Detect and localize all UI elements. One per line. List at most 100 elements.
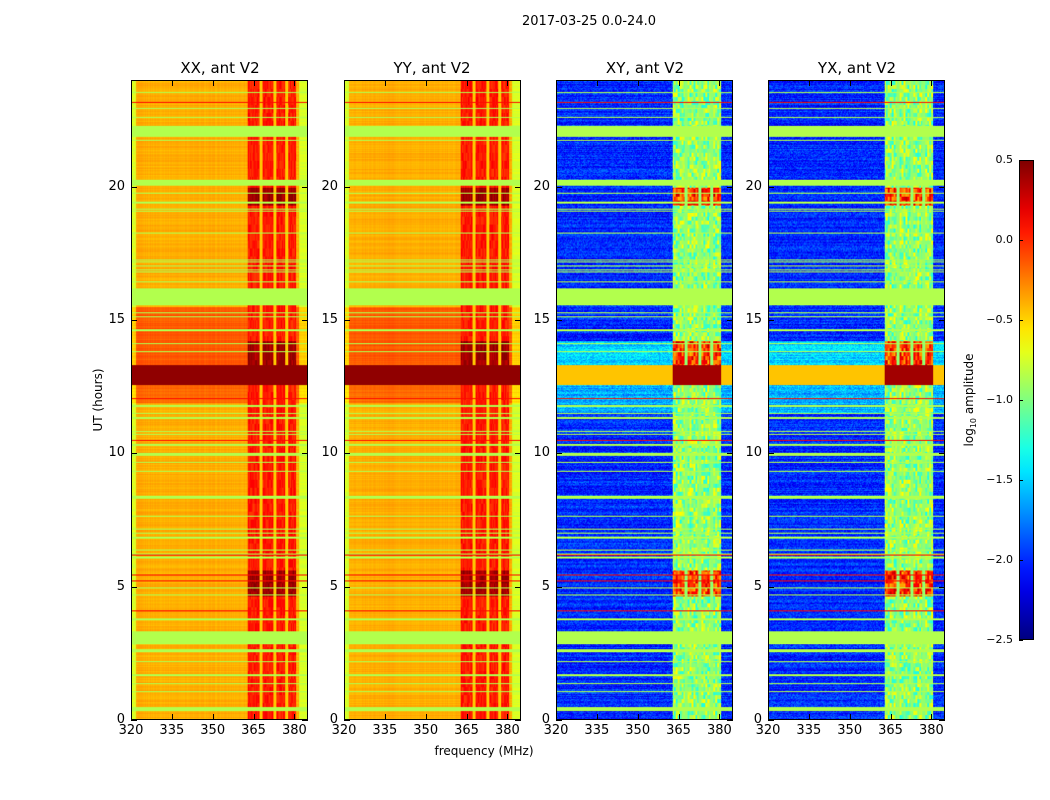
x-tick-mark (808, 80, 810, 86)
x-tick-label: 350 (413, 723, 439, 738)
heatmap-yx (769, 81, 944, 719)
x-tick-mark (344, 80, 345, 86)
y-axis-label: UT (hours) (91, 368, 105, 432)
x-tick-label: 365 (454, 723, 479, 738)
figure-title: 2017-03-25 0.0-24.0 (522, 14, 656, 29)
y-tick-mark (556, 320, 562, 321)
colorbar-tick-label: −1.0 (986, 393, 1013, 406)
heatmap-panel-yx (768, 80, 945, 720)
x-tick-label: 320 (755, 723, 781, 738)
x-tick-mark (556, 80, 557, 86)
y-tick-label: 0 (541, 712, 550, 727)
y-tick-label: 15 (745, 312, 762, 327)
y-tick-mark (302, 453, 308, 455)
colorbar-tick-mark (1019, 320, 1023, 321)
x-tick-label: 335 (796, 723, 822, 738)
x-tick-mark (637, 714, 639, 720)
x-tick-label: 365 (666, 723, 691, 738)
y-tick-mark (768, 320, 774, 321)
y-tick-label: 10 (321, 445, 338, 461)
y-tick-mark (515, 320, 521, 321)
y-tick-label: 0 (329, 712, 338, 727)
y-tick-label: 20 (108, 178, 125, 194)
heatmap-panel-xx (131, 80, 308, 720)
y-tick-mark (727, 720, 733, 721)
colorbar-tick-label: −2.5 (986, 633, 1013, 646)
y-tick-label: 20 (321, 178, 338, 194)
panel-title-yx: YX, ant V2 (817, 59, 897, 77)
x-tick-mark (637, 80, 639, 86)
y-tick-mark (131, 320, 137, 321)
x-tick-label: 380 (494, 723, 520, 738)
colorbar-tick-label: −1.5 (986, 473, 1013, 486)
y-tick-label: 10 (745, 445, 762, 461)
y-tick-mark (515, 720, 521, 721)
x-tick-mark (466, 714, 468, 720)
y-tick-label: 5 (541, 578, 550, 594)
heatmap-xy (557, 81, 732, 719)
y-tick-mark (131, 186, 137, 188)
x-tick-mark (849, 80, 851, 86)
y-tick-mark (727, 320, 733, 321)
x-tick-mark (556, 714, 557, 720)
y-tick-label: 10 (533, 445, 550, 461)
y-tick-label: 0 (753, 712, 762, 727)
x-tick-label: 335 (584, 723, 610, 738)
colorbar-tick-mark (1019, 240, 1023, 241)
x-tick-mark (171, 80, 173, 86)
y-tick-mark (939, 186, 945, 188)
y-tick-mark (131, 453, 137, 455)
x-tick-mark (596, 80, 598, 86)
x-tick-mark (425, 714, 427, 720)
x-tick-mark (719, 714, 721, 720)
colorbar-tick-mark (1019, 160, 1023, 161)
y-tick-mark (727, 186, 733, 188)
y-tick-mark (344, 320, 350, 321)
y-tick-mark (302, 320, 308, 321)
y-tick-mark (302, 720, 308, 721)
y-tick-mark (131, 586, 137, 588)
y-tick-mark (768, 453, 774, 455)
y-tick-mark (727, 453, 733, 455)
y-tick-label: 20 (533, 178, 550, 194)
y-tick-label: 15 (108, 312, 125, 327)
x-tick-label: 365 (241, 723, 266, 738)
y-tick-mark (556, 586, 562, 588)
colorbar-tick-label: −0.5 (986, 313, 1013, 326)
x-tick-mark (719, 80, 721, 86)
y-tick-label: 5 (329, 578, 338, 594)
x-tick-mark (294, 714, 296, 720)
x-tick-label: 320 (543, 723, 569, 738)
colorbar-tick-label: 0.5 (995, 153, 1014, 166)
colorbar-label-log: log (961, 428, 976, 447)
colorbar-tick-mark (1019, 560, 1023, 561)
y-tick-mark (939, 720, 945, 721)
x-tick-mark (294, 80, 296, 86)
x-tick-label: 335 (372, 723, 398, 738)
x-tick-label: 335 (159, 723, 185, 738)
y-tick-label: 15 (533, 312, 550, 327)
x-tick-label: 350 (625, 723, 651, 738)
y-tick-label: 5 (116, 578, 125, 594)
colorbar-label-rest: amplitude (961, 353, 976, 418)
y-tick-mark (131, 720, 137, 721)
x-tick-mark (384, 714, 386, 720)
heatmap-yy (345, 81, 520, 719)
y-tick-mark (939, 453, 945, 455)
y-tick-mark (344, 453, 350, 455)
x-tick-mark (849, 714, 851, 720)
y-tick-mark (556, 186, 562, 188)
x-tick-label: 365 (878, 723, 903, 738)
x-tick-mark (384, 80, 386, 86)
y-tick-mark (556, 453, 562, 455)
heatmap-xx (132, 81, 307, 719)
x-tick-mark (678, 714, 680, 720)
x-tick-mark (212, 80, 214, 86)
x-tick-label: 380 (918, 723, 944, 738)
x-tick-label: 320 (118, 723, 144, 738)
x-tick-mark (425, 80, 427, 86)
x-tick-mark (344, 714, 345, 720)
x-tick-mark (507, 714, 509, 720)
y-tick-label: 10 (108, 445, 125, 461)
x-tick-mark (768, 80, 769, 86)
